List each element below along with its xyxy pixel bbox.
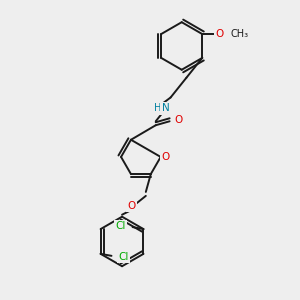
Text: N: N (162, 103, 170, 113)
Text: O: O (215, 29, 223, 39)
Text: O: O (161, 152, 170, 162)
Text: O: O (174, 115, 183, 125)
Text: O: O (128, 201, 136, 211)
Text: CH₃: CH₃ (230, 29, 248, 39)
Text: H: H (154, 103, 161, 113)
Text: Cl: Cl (118, 252, 129, 262)
Text: Cl: Cl (116, 221, 126, 231)
